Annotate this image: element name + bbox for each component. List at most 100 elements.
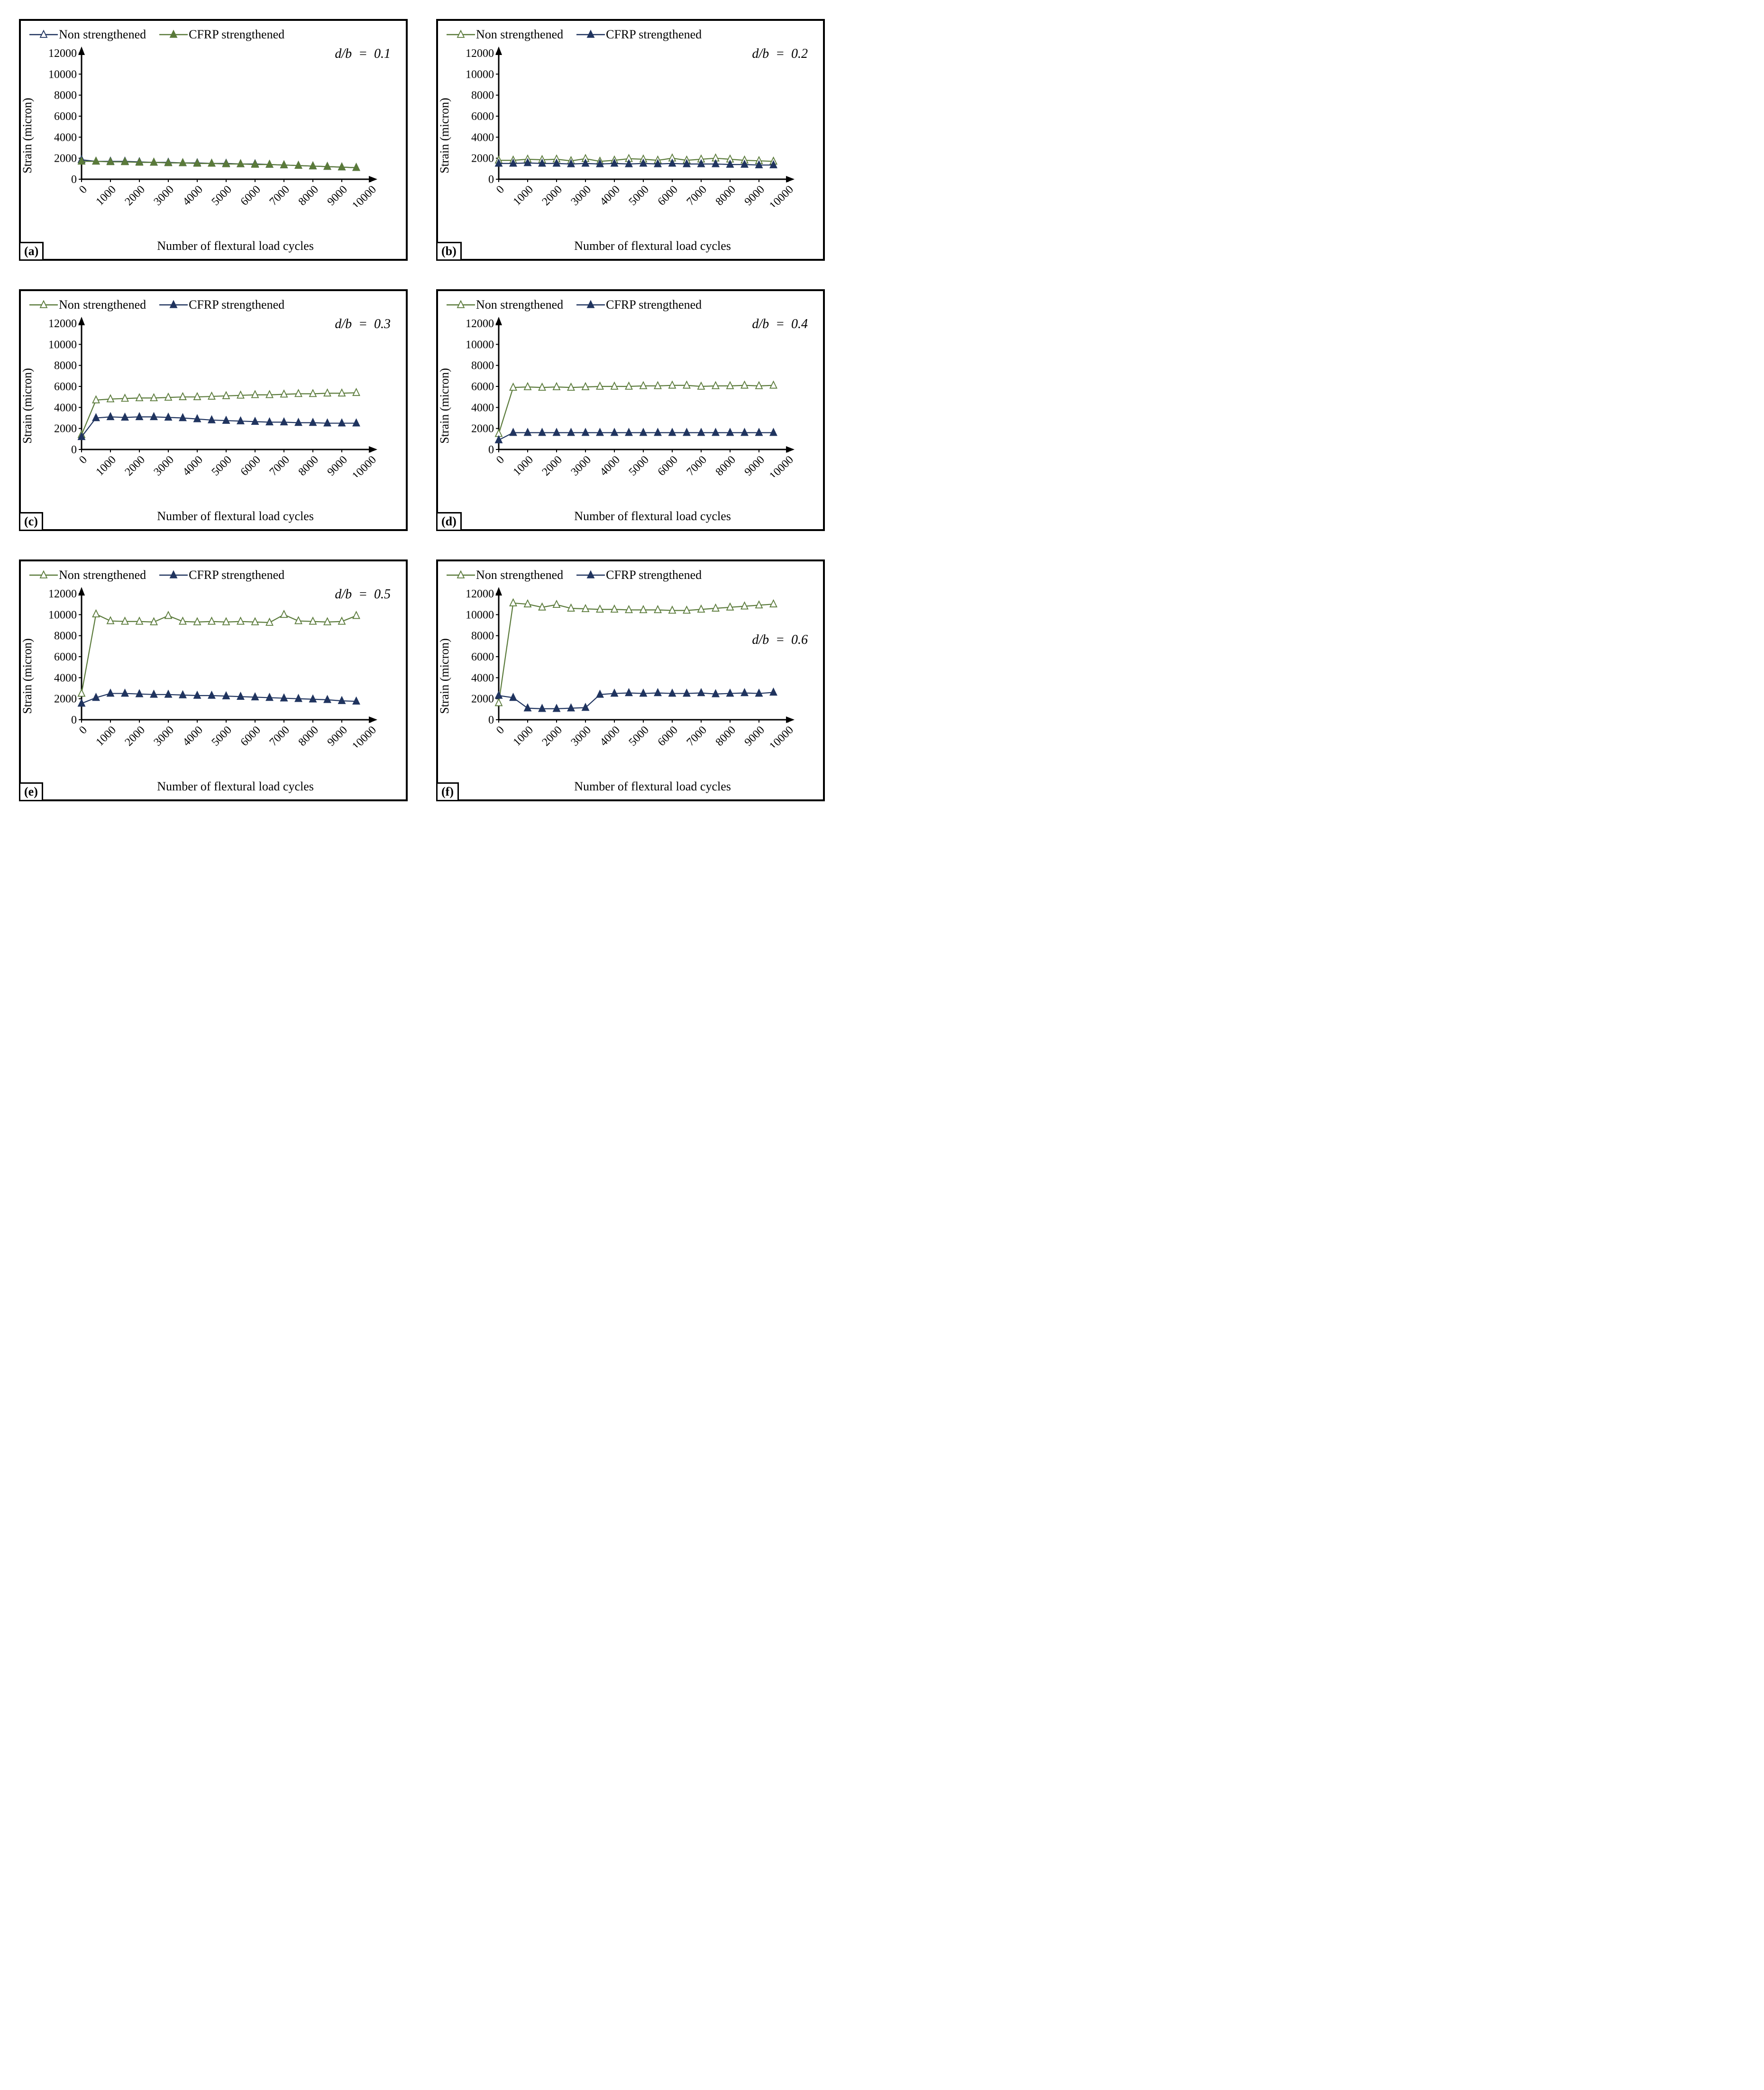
svg-text:2000: 2000 — [540, 454, 565, 477]
svg-text:6000: 6000 — [656, 183, 680, 207]
svg-text:0: 0 — [71, 174, 77, 186]
svg-text:6000: 6000 — [54, 651, 77, 663]
svg-text:2000: 2000 — [54, 423, 77, 435]
svg-text:7000: 7000 — [267, 724, 292, 747]
svg-text:7000: 7000 — [685, 454, 709, 477]
legend: Non strengthened CFRP strengthened — [447, 568, 814, 582]
svg-text:5000: 5000 — [627, 454, 651, 477]
strain-chart: 0200040006000800010000120000100020003000… — [447, 46, 797, 207]
legend: Non strengthened CFRP strengthened — [447, 28, 814, 42]
svg-text:4000: 4000 — [54, 131, 77, 144]
subplot-label: (b) — [436, 242, 462, 261]
svg-text:0: 0 — [494, 183, 507, 196]
svg-text:1000: 1000 — [94, 454, 119, 477]
svg-text:5000: 5000 — [210, 724, 234, 747]
legend-item-cfrp: CFRP strengthened — [576, 28, 702, 42]
x-axis-label: Number of flextural load cycles — [574, 779, 731, 794]
chart-area: Strain (micron) 020004000600080001000012… — [29, 316, 397, 496]
svg-text:5000: 5000 — [210, 183, 234, 207]
svg-text:7000: 7000 — [267, 454, 292, 477]
svg-text:0: 0 — [77, 724, 90, 737]
legend-item-cfrp: CFRP strengthened — [576, 568, 702, 582]
svg-text:9000: 9000 — [325, 183, 350, 207]
svg-text:4000: 4000 — [598, 454, 622, 477]
chart-panel-a: Non strengthened CFRP strengthened d/b =… — [19, 19, 408, 261]
x-axis-label: Number of flextural load cycles — [574, 509, 731, 523]
svg-text:8000: 8000 — [713, 724, 738, 747]
svg-text:1000: 1000 — [511, 724, 536, 747]
legend: Non strengthened CFRP strengthened — [447, 298, 814, 312]
legend-label-non: Non strengthened — [476, 28, 563, 42]
x-axis-label: Number of flextural load cycles — [157, 509, 314, 523]
svg-text:2000: 2000 — [123, 183, 147, 207]
svg-text:8000: 8000 — [471, 630, 494, 642]
svg-text:2000: 2000 — [540, 724, 565, 747]
svg-text:4000: 4000 — [181, 183, 205, 207]
svg-text:2000: 2000 — [471, 153, 494, 165]
svg-text:6000: 6000 — [54, 110, 77, 123]
svg-text:4000: 4000 — [471, 672, 494, 684]
svg-text:1000: 1000 — [511, 454, 536, 477]
svg-text:8000: 8000 — [54, 360, 77, 372]
legend-item-non: Non strengthened — [447, 298, 563, 312]
legend-item-cfrp: CFRP strengthened — [159, 568, 284, 582]
svg-text:8000: 8000 — [713, 183, 738, 207]
strain-chart: 0200040006000800010000120000100020003000… — [447, 586, 797, 747]
svg-text:5000: 5000 — [627, 724, 651, 747]
svg-text:10000: 10000 — [48, 68, 77, 81]
legend: Non strengthened CFRP strengthened — [29, 28, 397, 42]
svg-text:12000: 12000 — [48, 318, 77, 330]
svg-text:8000: 8000 — [54, 90, 77, 102]
svg-text:8000: 8000 — [296, 454, 321, 477]
svg-text:10000: 10000 — [466, 339, 494, 351]
subplot-label: (a) — [19, 242, 44, 261]
chart-panel-e: Non strengthened CFRP strengthened d/b =… — [19, 559, 408, 801]
chart-panel-b: Non strengthened CFRP strengthened d/b =… — [436, 19, 825, 261]
svg-text:8000: 8000 — [471, 360, 494, 372]
svg-text:0: 0 — [488, 174, 494, 186]
strain-chart: 0200040006000800010000120000100020003000… — [29, 46, 380, 207]
subplot-label: (e) — [19, 782, 43, 801]
legend-label-cfrp: CFRP strengthened — [189, 298, 284, 312]
svg-text:6000: 6000 — [471, 381, 494, 393]
svg-text:10000: 10000 — [350, 724, 379, 747]
legend-item-non: Non strengthened — [29, 298, 146, 312]
svg-text:10000: 10000 — [350, 183, 379, 207]
svg-text:10000: 10000 — [350, 454, 379, 477]
chart-area: Strain (micron) 020004000600080001000012… — [447, 46, 814, 226]
svg-text:5000: 5000 — [627, 183, 651, 207]
svg-text:10000: 10000 — [767, 724, 796, 747]
legend-label-non: Non strengthened — [59, 298, 146, 312]
x-axis-label: Number of flextural load cycles — [574, 239, 731, 253]
svg-text:12000: 12000 — [466, 47, 494, 60]
svg-text:4000: 4000 — [598, 183, 622, 207]
subplot-label: (c) — [19, 512, 43, 531]
svg-text:6000: 6000 — [471, 110, 494, 123]
chart-area: Strain (micron) 020004000600080001000012… — [447, 586, 814, 766]
svg-text:9000: 9000 — [742, 454, 767, 477]
legend-label-cfrp: CFRP strengthened — [189, 568, 284, 582]
svg-text:4000: 4000 — [54, 672, 77, 684]
svg-text:10000: 10000 — [466, 609, 494, 621]
svg-text:1000: 1000 — [94, 724, 119, 747]
svg-text:8000: 8000 — [296, 724, 321, 747]
chart-panel-c: Non strengthened CFRP strengthened d/b =… — [19, 289, 408, 531]
y-axis-label: Strain (micron) — [20, 638, 35, 714]
svg-text:4000: 4000 — [181, 724, 205, 747]
legend-label-cfrp: CFRP strengthened — [606, 298, 702, 312]
svg-text:4000: 4000 — [471, 131, 494, 144]
strain-chart: 0200040006000800010000120000100020003000… — [29, 316, 380, 477]
svg-text:10000: 10000 — [466, 68, 494, 81]
svg-text:0: 0 — [71, 714, 77, 726]
svg-text:3000: 3000 — [152, 454, 176, 477]
svg-text:6000: 6000 — [471, 651, 494, 663]
svg-text:2000: 2000 — [540, 183, 565, 207]
y-axis-label: Strain (micron) — [438, 368, 452, 444]
svg-text:7000: 7000 — [685, 724, 709, 747]
svg-text:2000: 2000 — [54, 693, 77, 706]
svg-text:6000: 6000 — [238, 454, 263, 477]
chart-area: Strain (micron) 020004000600080001000012… — [29, 586, 397, 766]
svg-text:0: 0 — [494, 724, 507, 737]
svg-text:4000: 4000 — [598, 724, 622, 747]
svg-text:6000: 6000 — [54, 381, 77, 393]
